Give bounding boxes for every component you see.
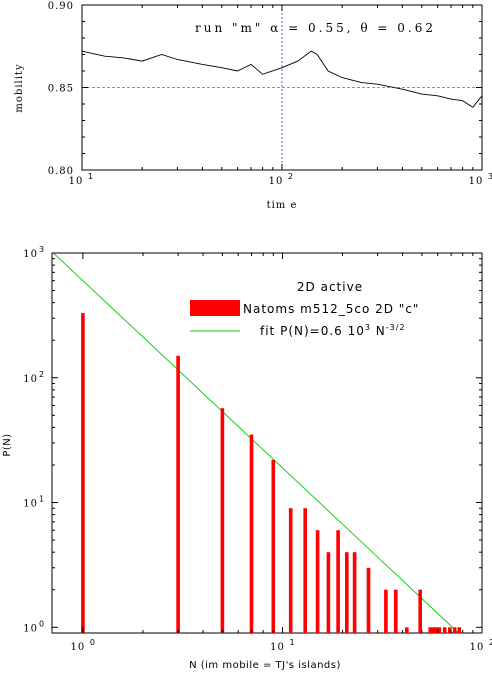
bar <box>81 313 85 633</box>
bar <box>176 355 180 633</box>
bar <box>442 627 447 633</box>
bar <box>315 530 320 633</box>
bar <box>437 627 441 633</box>
x-tick-exponent: 3 <box>488 172 492 181</box>
bar <box>452 627 457 633</box>
mobility-chart: 10 1 10 2 10 3 0.80 0.85 0.90 run "m" α = 0.55, … <box>14 1 492 211</box>
distribution-axis-ticks: 10 0 10 1 10 210 010 110 210 3 <box>23 245 492 653</box>
bar <box>457 627 462 633</box>
bar <box>448 627 452 633</box>
distribution-bars <box>81 313 462 633</box>
distribution-x-axis-title: N (im mobile = TJ's islands) <box>189 660 341 671</box>
bar <box>345 552 349 633</box>
mobility-y-axis-title: mobility <box>14 63 25 112</box>
legend-swatch-bars <box>190 300 240 316</box>
bar <box>384 589 388 633</box>
bar <box>288 508 293 633</box>
bar <box>220 408 225 633</box>
y-tick-exponent: 3 <box>39 245 44 254</box>
bar <box>303 508 307 633</box>
y-tick-exponent: 1 <box>39 495 44 504</box>
x-tick-exponent: 0 <box>90 638 95 647</box>
mobility-annotation: run "m" α = 0.55, θ = 0.62 <box>195 21 436 35</box>
distribution-y-axis-title: P(N) <box>2 433 13 456</box>
x-tick-exponent: 2 <box>489 638 492 647</box>
y-tick-label: 0.85 <box>48 84 74 95</box>
fit-line <box>53 252 459 634</box>
x-tick-label: 10 <box>470 642 485 653</box>
y-tick-label: 0.90 <box>48 1 74 12</box>
legend-label-bars: Natoms m512_5co 2D "c" <box>243 302 419 316</box>
bar <box>271 459 276 633</box>
mobility-x-axis-title: tim e <box>267 200 298 211</box>
x-tick-exponent: 1 <box>289 638 294 647</box>
legend-label-fit: fit P(N)=0.6 103 N-3/2 <box>260 323 406 338</box>
x-tick-exponent: 1 <box>88 172 93 181</box>
bar <box>431 627 436 633</box>
island-distribution-chart: 10 0 10 1 10 210 010 110 210 3 2D active Natoms m… <box>2 245 492 671</box>
x-tick-label: 10 <box>469 176 484 187</box>
y-tick-label: 10 <box>23 499 38 510</box>
x-tick-exponent: 2 <box>288 172 293 181</box>
bar <box>352 552 357 633</box>
y-tick-label: 10 <box>23 374 38 385</box>
bar <box>405 627 409 633</box>
legend: 2D active Natoms m512_5co 2D "c" fit P(N… <box>190 280 419 338</box>
x-tick-label: 10 <box>69 176 84 187</box>
y-tick-exponent: 2 <box>39 370 44 379</box>
bar <box>249 434 254 633</box>
chart-title: 2D active <box>297 280 363 294</box>
bar <box>326 552 331 633</box>
bar <box>394 589 398 633</box>
mobility-series-line <box>81 50 483 108</box>
bar <box>418 589 422 633</box>
mobility-axis-ticks: 10 1 10 2 10 3 0.80 0.85 0.90 <box>48 1 492 187</box>
x-tick-label: 10 <box>71 642 86 653</box>
bar <box>366 567 371 633</box>
x-tick-label: 10 <box>269 176 284 187</box>
bar <box>336 530 340 633</box>
y-tick-label: 10 <box>23 623 38 634</box>
x-tick-label: 10 <box>270 642 285 653</box>
bar <box>434 627 439 633</box>
y-tick-exponent: 0 <box>39 619 44 628</box>
bar <box>428 627 432 633</box>
y-tick-label: 0.80 <box>48 166 74 177</box>
y-tick-label: 10 <box>23 249 38 260</box>
